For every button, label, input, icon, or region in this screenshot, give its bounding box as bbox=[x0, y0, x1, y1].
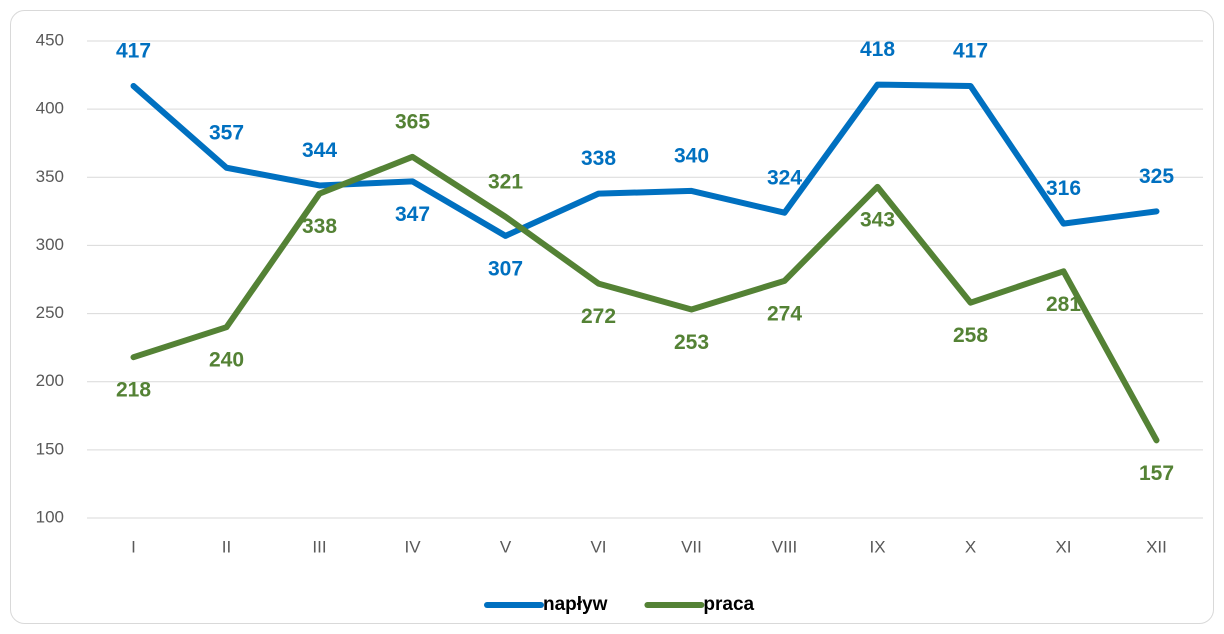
data-label: 258 bbox=[953, 324, 988, 347]
legend-label: praca bbox=[703, 594, 754, 615]
data-label: 324 bbox=[767, 166, 802, 189]
x-tick-label: XII bbox=[1146, 537, 1167, 556]
data-label: 338 bbox=[302, 215, 337, 238]
data-label: 347 bbox=[395, 203, 430, 226]
x-tick-label: VI bbox=[590, 537, 606, 556]
data-label: 321 bbox=[488, 170, 523, 193]
data-label: 340 bbox=[674, 144, 709, 167]
data-label: 417 bbox=[116, 40, 151, 63]
y-tick-label: 300 bbox=[36, 235, 64, 254]
x-tick-label: II bbox=[222, 537, 231, 556]
x-tick-label: V bbox=[500, 537, 512, 556]
y-tick-label: 150 bbox=[36, 439, 64, 458]
x-tick-label: X bbox=[965, 537, 976, 556]
data-label: 272 bbox=[581, 305, 616, 328]
data-label: 316 bbox=[1046, 177, 1081, 200]
data-label: 325 bbox=[1139, 165, 1174, 188]
x-tick-label: IX bbox=[869, 537, 885, 556]
chart-frame bbox=[10, 10, 1214, 624]
x-tick-label: VIII bbox=[772, 537, 798, 556]
series-line bbox=[130, 153, 1160, 444]
data-label: 307 bbox=[488, 257, 523, 280]
data-label: 281 bbox=[1046, 293, 1081, 316]
data-label: 253 bbox=[674, 331, 709, 354]
data-label: 417 bbox=[953, 40, 988, 63]
y-tick-label: 450 bbox=[36, 30, 64, 49]
legend-label: napływ bbox=[543, 594, 608, 615]
data-label: 365 bbox=[395, 110, 430, 133]
data-label: 218 bbox=[116, 379, 151, 402]
data-label: 357 bbox=[209, 121, 244, 144]
data-label: 240 bbox=[209, 349, 244, 372]
data-label: 418 bbox=[860, 38, 895, 61]
x-tick-label: IV bbox=[404, 537, 421, 556]
x-tick-label: XI bbox=[1055, 537, 1071, 556]
y-tick-label: 400 bbox=[36, 99, 64, 118]
x-tick-label: III bbox=[312, 537, 326, 556]
x-tick-label: I bbox=[131, 537, 136, 556]
y-tick-label: 100 bbox=[36, 507, 64, 526]
data-label: 344 bbox=[302, 139, 337, 162]
x-tick-label: VII bbox=[681, 537, 702, 556]
y-tick-label: 200 bbox=[36, 371, 64, 390]
data-label: 343 bbox=[860, 208, 895, 231]
data-label: 157 bbox=[1139, 462, 1174, 485]
data-label: 338 bbox=[581, 147, 616, 170]
data-label: 274 bbox=[767, 302, 802, 325]
y-tick-label: 250 bbox=[36, 303, 64, 322]
y-tick-label: 350 bbox=[36, 167, 64, 186]
series-line bbox=[130, 81, 1160, 239]
